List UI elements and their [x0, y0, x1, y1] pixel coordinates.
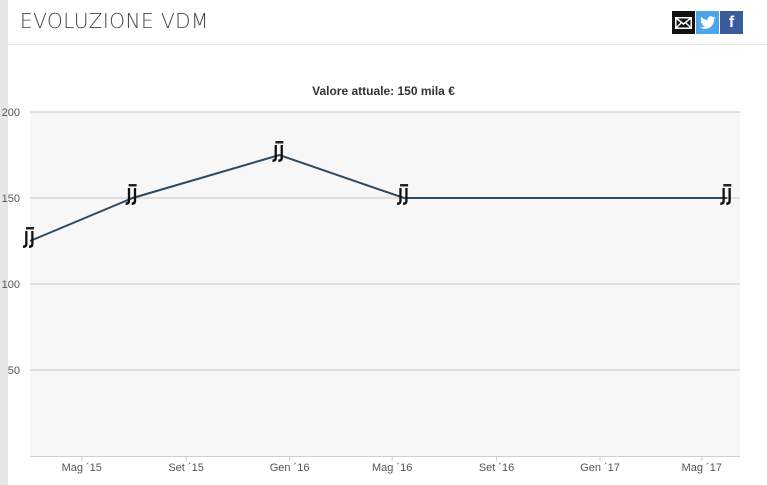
- twitter-icon: [699, 15, 715, 29]
- y-tick-label: 150: [2, 193, 20, 205]
- left-rail: [0, 0, 8, 485]
- section-title: EVOLUZIONE VDM: [20, 9, 209, 33]
- series-line-group: [29, 153, 728, 242]
- x-tick-label: Mag ´16: [372, 462, 412, 474]
- x-tick-label: Gen ´17: [580, 462, 620, 474]
- x-tick-label: Set ´15: [168, 462, 203, 474]
- twitter-share-button[interactable]: [696, 11, 719, 34]
- axes: 50 100 150 200 Mag ´15 Set ´15 Gen ´16 Mag ´16 S…: [2, 107, 740, 474]
- x-tick-label: Mag ´17: [682, 462, 722, 474]
- series-line: [29, 153, 728, 242]
- email-share-button[interactable]: [672, 11, 695, 34]
- chart-title: Valore attuale: 150 mila €: [312, 84, 455, 98]
- section-header: EVOLUZIONE VDM: [8, 0, 767, 45]
- x-tick-label: Gen ´16: [270, 462, 310, 474]
- y-tick-label: 200: [2, 107, 20, 119]
- facebook-icon: f: [728, 13, 735, 31]
- email-icon: [675, 16, 692, 29]
- y-tick-label: 100: [2, 279, 20, 291]
- facebook-share-button[interactable]: f: [720, 11, 743, 34]
- y-tick-label: 50: [8, 365, 20, 377]
- x-tick-label: Set ´16: [479, 462, 514, 474]
- x-tick-label: Mag ´15: [62, 462, 102, 474]
- grid-lines: [30, 111, 740, 371]
